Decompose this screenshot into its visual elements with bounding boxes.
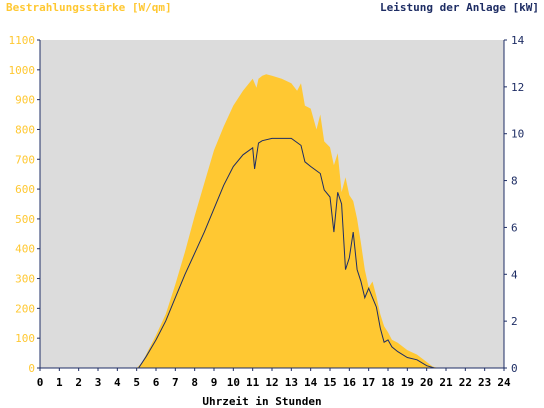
- y-left-tick-label: 1100: [9, 34, 36, 47]
- x-tick-label: 15: [323, 376, 336, 389]
- x-tick-label: 9: [211, 376, 218, 389]
- x-tick-label: 5: [133, 376, 140, 389]
- y-left-tick-label: 1000: [9, 64, 36, 77]
- x-tick-label: 1: [56, 376, 63, 389]
- x-tick-label: 2: [75, 376, 82, 389]
- x-tick-label: 13: [285, 376, 298, 389]
- x-tick-label: 4: [114, 376, 121, 389]
- y-right-tick-label: 12: [511, 81, 524, 94]
- y-right-tick-label: 0: [511, 362, 518, 375]
- y-left-tick-label: 500: [15, 213, 35, 226]
- x-tick-label: 22: [459, 376, 472, 389]
- x-tick-label: 12: [265, 376, 278, 389]
- right-axis-title: Leistung der Anlage [kW]: [380, 1, 539, 14]
- y-right-tick-label: 14: [511, 34, 525, 47]
- y-left-tick-label: 900: [15, 94, 35, 107]
- irradiance-area: [40, 74, 504, 369]
- series-layer: [40, 74, 504, 369]
- power-line: [40, 137, 504, 369]
- x-tick-label: 3: [95, 376, 102, 389]
- x-tick-label: 16: [343, 376, 357, 389]
- x-tick-label: 23: [478, 376, 491, 389]
- x-tick-label: 6: [153, 376, 160, 389]
- y-left-tick-label: 200: [15, 302, 35, 315]
- axes-layer: 0 1 2 3 4 5 6 7 8 9 10 11 12 13 14 15 16 17 18 19 20 21 22 23 24…: [9, 34, 525, 389]
- y-right-tick-label: 8: [511, 175, 518, 188]
- y-left-tick-label: 800: [15, 123, 35, 136]
- y-left-tick-label: 0: [28, 362, 35, 375]
- y-right-tick-label: 10: [511, 128, 524, 141]
- x-tick-label: 17: [362, 376, 375, 389]
- x-axis-label: Uhrzeit in Stunden: [202, 395, 321, 408]
- x-tick-label: 19: [401, 376, 414, 389]
- y-left-tick-label: 100: [15, 332, 35, 345]
- x-tick-label: 0: [37, 376, 44, 389]
- x-tick-label: 18: [381, 376, 394, 389]
- y-left-tick-label: 700: [15, 153, 35, 166]
- y-left-tick-label: 400: [15, 243, 35, 256]
- x-tick-label: 11: [246, 376, 260, 389]
- x-tick-label: 24: [497, 376, 511, 389]
- y-left-tick-label: 600: [15, 183, 35, 196]
- x-tick-label: 10: [227, 376, 240, 389]
- x-tick-label: 14: [304, 376, 318, 389]
- y-right-tick-label: 4: [511, 268, 518, 281]
- y-right-tick-label: 2: [511, 315, 518, 328]
- x-tick-label: 8: [191, 376, 198, 389]
- x-tick-label: 21: [439, 376, 453, 389]
- x-tick-label: 7: [172, 376, 179, 389]
- y-right-tick-label: 6: [511, 221, 518, 234]
- left-axis-title: Bestrahlungsstärke [W/qm]: [6, 1, 172, 14]
- y-left-tick-label: 300: [15, 273, 35, 286]
- x-tick-label: 20: [420, 376, 433, 389]
